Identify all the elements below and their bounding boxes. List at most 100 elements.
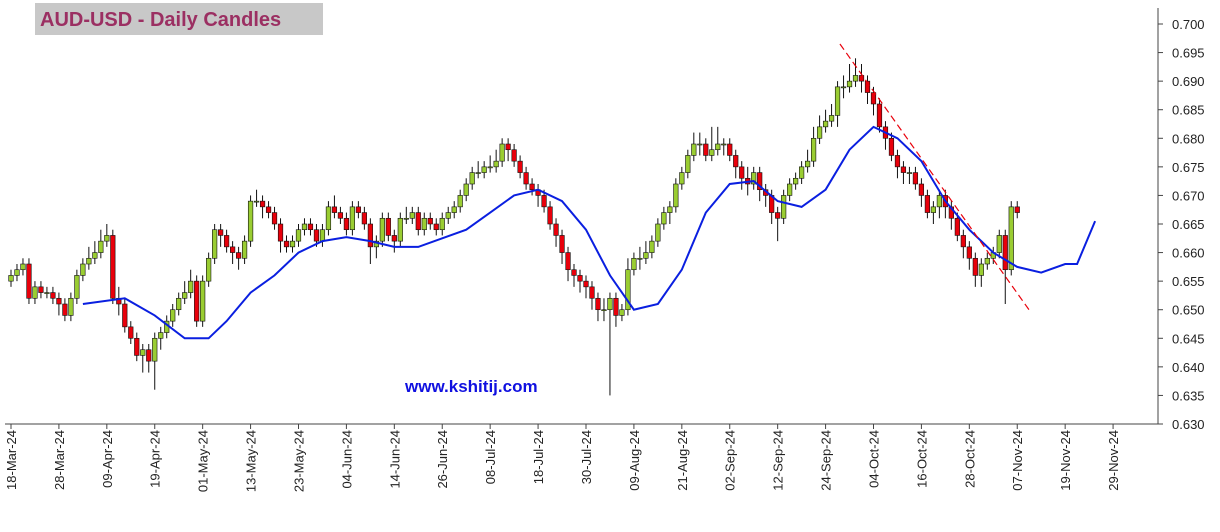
- candle-body: [200, 280, 206, 322]
- candle-body: [757, 172, 763, 191]
- y-tick-label: 0.665: [1172, 217, 1205, 232]
- candle-body: [667, 206, 673, 213]
- candle-body: [739, 166, 745, 179]
- x-tick-label: 09-Apr-24: [100, 430, 115, 488]
- candle-body: [241, 240, 248, 259]
- x-tick-label: 14-Jun-24: [387, 430, 402, 489]
- candle-body: [775, 212, 781, 219]
- candle-body: [325, 206, 332, 231]
- x-tick-label: 23-May-24: [291, 430, 306, 492]
- y-tick-label: 0.640: [1172, 360, 1205, 375]
- candle-body: [1002, 235, 1008, 271]
- x-tick-label: 26-Jun-24: [435, 430, 450, 489]
- candle-body: [212, 229, 218, 259]
- candle-body: [541, 195, 547, 208]
- y-tick-label: 0.645: [1172, 331, 1205, 346]
- candle-body: [727, 143, 733, 156]
- candle-body: [906, 172, 913, 174]
- x-tick-label: 21-Aug-24: [675, 430, 690, 491]
- candle-body: [631, 257, 637, 271]
- candle-body: [98, 240, 104, 253]
- candle-body: [140, 349, 146, 356]
- candle-body: [439, 217, 445, 231]
- candle-body: [361, 212, 367, 225]
- candle-body: [870, 92, 877, 105]
- candle-body: [876, 103, 883, 128]
- candle-body: [128, 326, 134, 339]
- x-tick-label: 07-Nov-24: [1010, 430, 1025, 491]
- candle-body: [8, 275, 14, 282]
- candle-body: [697, 143, 703, 146]
- x-tick-label: 30-Jul-24: [579, 430, 594, 484]
- candle-body: [44, 292, 50, 294]
- candle-body: [170, 309, 176, 322]
- x-tick-label: 24-Sep-24: [819, 430, 834, 491]
- candle-body: [523, 172, 529, 185]
- y-tick-label: 0.690: [1172, 74, 1205, 89]
- candle-body: [301, 223, 308, 231]
- candle-body: [319, 229, 326, 242]
- candle-body: [403, 217, 409, 220]
- candle-body: [80, 263, 86, 276]
- candle-body: [92, 252, 98, 259]
- candle-body: [511, 149, 517, 162]
- candle-body: [607, 297, 613, 311]
- candle-body: [559, 235, 565, 253]
- candle-body: [134, 337, 140, 356]
- candle-body: [517, 160, 523, 173]
- candle-body: [206, 257, 212, 282]
- candle-body: [799, 166, 805, 179]
- watermark: www.kshitij.com: [404, 377, 538, 396]
- candle-body: [852, 75, 859, 82]
- candle-body: [661, 212, 667, 225]
- candle-body: [62, 303, 68, 316]
- candle-body: [188, 280, 194, 293]
- candle-body: [577, 275, 583, 282]
- candle-body: [224, 235, 230, 248]
- x-tick-label: 18-Mar-24: [4, 430, 19, 490]
- x-tick-label: 29-Nov-24: [1106, 430, 1121, 491]
- candle-body: [858, 75, 865, 82]
- y-tick-label: 0.660: [1172, 246, 1205, 261]
- candle-body: [427, 217, 433, 225]
- candle-body: [679, 172, 685, 185]
- x-tick-label: 13-May-24: [244, 430, 259, 492]
- candle-body: [247, 200, 254, 242]
- candle-body: [529, 183, 535, 191]
- x-tick-label: 09-Aug-24: [627, 430, 642, 491]
- candle-body: [463, 183, 469, 196]
- candle-body: [235, 252, 242, 259]
- y-tick-label: 0.685: [1172, 103, 1205, 118]
- candle-body: [972, 257, 978, 276]
- candle-body: [505, 143, 511, 151]
- x-tick-label: 04-Oct-24: [866, 430, 881, 488]
- candle-body: [703, 143, 709, 156]
- candle-body: [457, 195, 463, 208]
- candle-body: [349, 206, 355, 231]
- candle-body: [481, 166, 487, 173]
- x-tick-label: 04-Jun-24: [339, 430, 354, 489]
- candle-body: [613, 297, 619, 316]
- candle-body: [810, 137, 817, 162]
- candle-body: [32, 286, 38, 299]
- y-tick-label: 0.675: [1172, 160, 1205, 175]
- candle-body: [379, 217, 385, 242]
- candle-body: [888, 137, 895, 156]
- candle-body: [619, 309, 625, 316]
- candle-body: [176, 297, 182, 311]
- candle-body: [68, 297, 74, 316]
- candle-body: [816, 126, 823, 139]
- candle-body: [283, 240, 290, 248]
- candle-body: [253, 200, 260, 203]
- candle-body: [649, 240, 655, 253]
- candle-body: [295, 229, 302, 242]
- candle-body: [451, 206, 457, 213]
- candle-body: [469, 172, 475, 185]
- moving-average: [82, 125, 1097, 340]
- candle-body: [182, 292, 188, 299]
- candle-body: [966, 246, 972, 259]
- candle-body: [822, 120, 829, 128]
- candle-body: [14, 269, 20, 276]
- candle-body: [793, 177, 799, 185]
- plot: [8, 43, 1097, 396]
